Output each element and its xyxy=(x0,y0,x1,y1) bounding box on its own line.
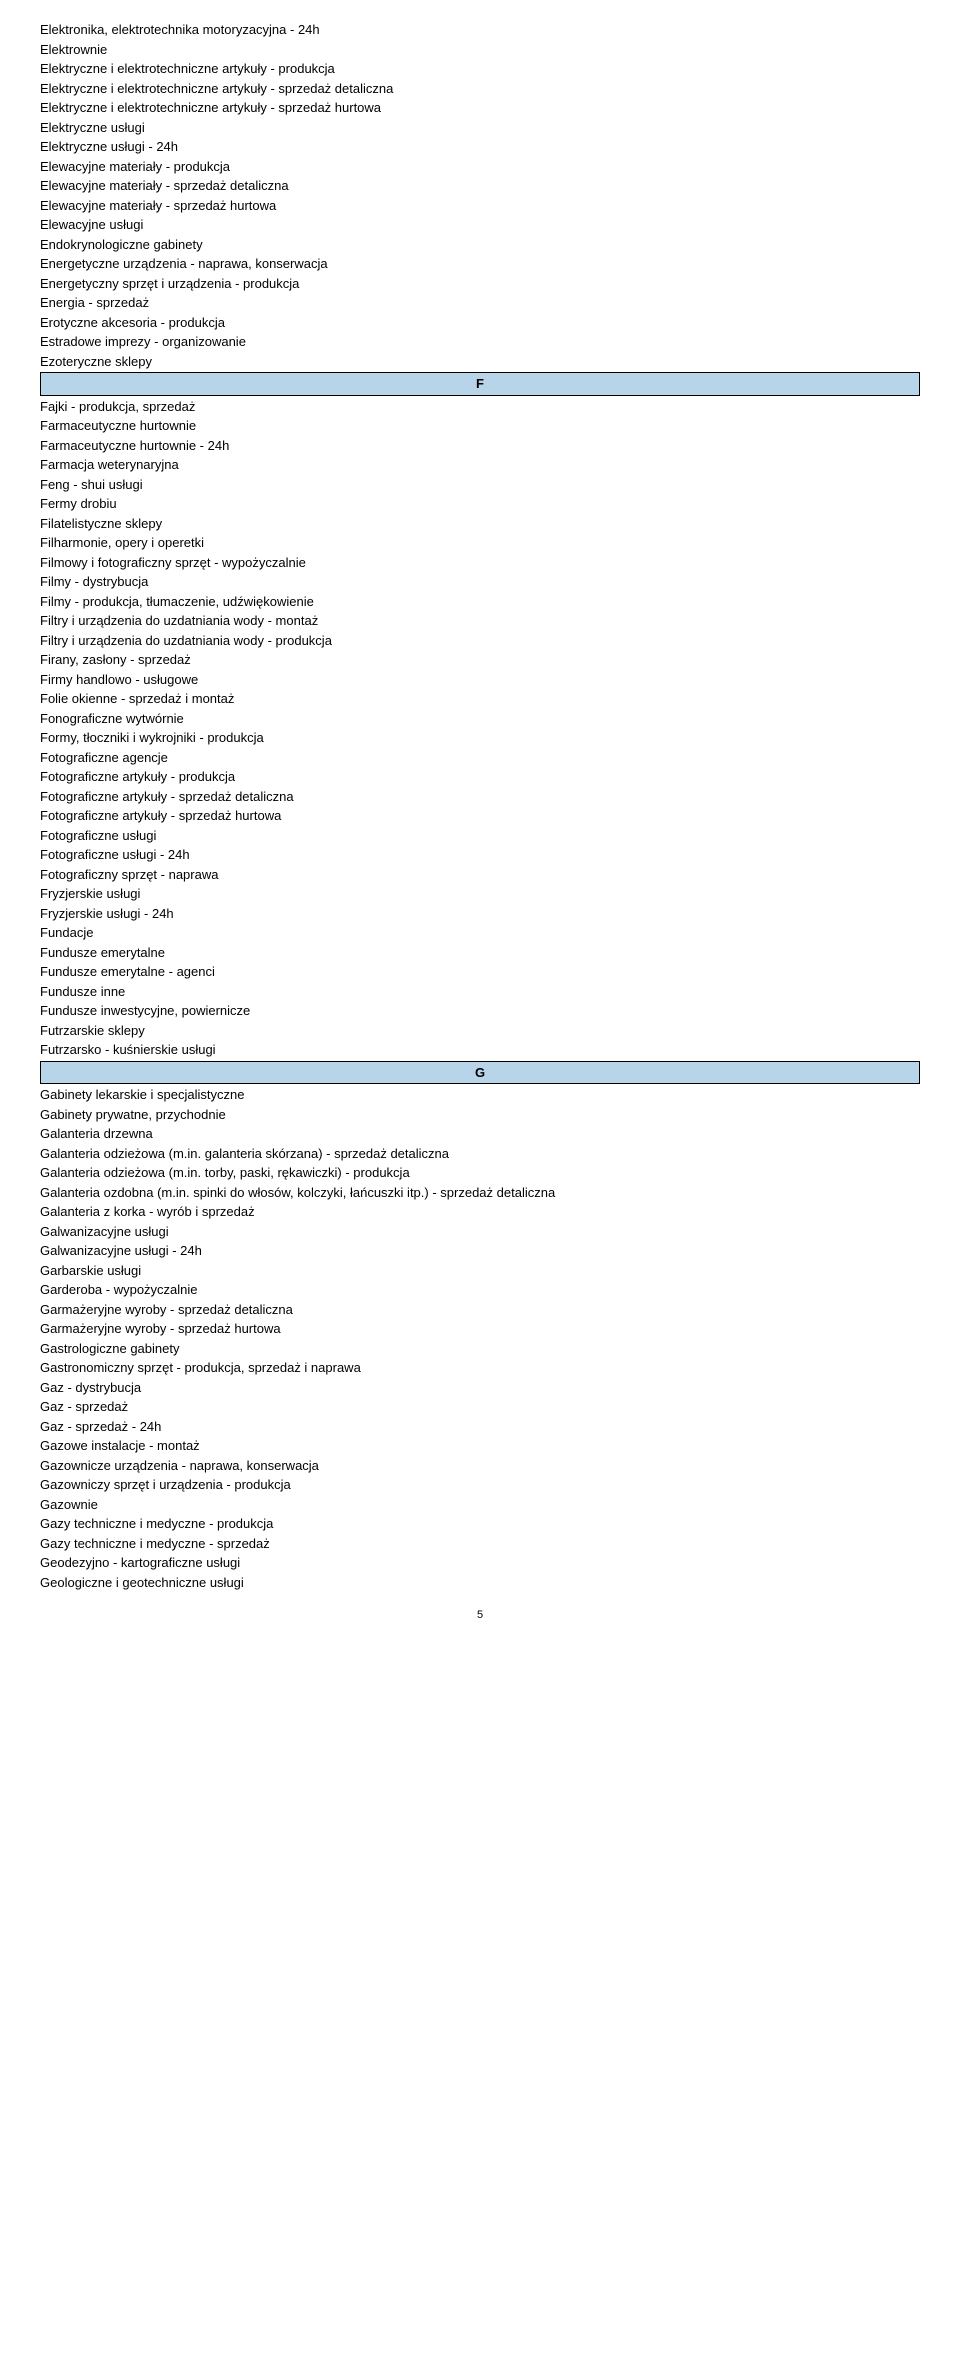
list-item: Filharmonie, opery i operetki xyxy=(40,533,920,553)
list-item: Gabinety lekarskie i specjalistyczne xyxy=(40,1085,920,1105)
list-item: Elektryczne i elektrotechniczne artykuły… xyxy=(40,98,920,118)
list-item: Fonograficzne wytwórnie xyxy=(40,709,920,729)
list-item: Firany, zasłony - sprzedaż xyxy=(40,650,920,670)
list-item: Geodezyjno - kartograficzne usługi xyxy=(40,1553,920,1573)
list-item: Fundusze inwestycyjne, powiernicze xyxy=(40,1001,920,1021)
list-item: Farmaceutyczne hurtownie - 24h xyxy=(40,436,920,456)
list-item: Elewacyjne materiały - sprzedaż detalicz… xyxy=(40,176,920,196)
list-item: Fotograficzny sprzęt - naprawa xyxy=(40,865,920,885)
list-item: Energetyczne urządzenia - naprawa, konse… xyxy=(40,254,920,274)
list-item: Estradowe imprezy - organizowanie xyxy=(40,332,920,352)
list-item: Gaz - dystrybucja xyxy=(40,1378,920,1398)
list-item: Gazowe instalacje - montaż xyxy=(40,1436,920,1456)
section-g-items: Gabinety lekarskie i specjalistyczneGabi… xyxy=(40,1085,920,1592)
list-item: Feng - shui usługi xyxy=(40,475,920,495)
list-item: Galanteria odzieżowa (m.in. galanteria s… xyxy=(40,1144,920,1164)
section-f-items: Fajki - produkcja, sprzedażFarmaceutyczn… xyxy=(40,397,920,1060)
list-item: Endokrynologiczne gabinety xyxy=(40,235,920,255)
list-item: Gazy techniczne i medyczne - sprzedaż xyxy=(40,1534,920,1554)
list-item: Elektrownie xyxy=(40,40,920,60)
list-item: Energetyczny sprzęt i urządzenia - produ… xyxy=(40,274,920,294)
list-item: Folie okienne - sprzedaż i montaż xyxy=(40,689,920,709)
list-item: Erotyczne akcesoria - produkcja xyxy=(40,313,920,333)
list-item: Gazowniczy sprzęt i urządzenia - produkc… xyxy=(40,1475,920,1495)
list-item: Farmacja weterynaryjna xyxy=(40,455,920,475)
list-item: Futrzarskie sklepy xyxy=(40,1021,920,1041)
list-item: Elektryczne usługi xyxy=(40,118,920,138)
list-item: Fotograficzne agencje xyxy=(40,748,920,768)
list-item: Elektryczne usługi - 24h xyxy=(40,137,920,157)
list-item: Gazownie xyxy=(40,1495,920,1515)
list-item: Gabinety prywatne, przychodnie xyxy=(40,1105,920,1125)
list-item: Galanteria drzewna xyxy=(40,1124,920,1144)
list-item: Futrzarsko - kuśnierskie usługi xyxy=(40,1040,920,1060)
list-item: Garmażeryjne wyroby - sprzedaż detaliczn… xyxy=(40,1300,920,1320)
list-item: Filmy - produkcja, tłumaczenie, udźwięko… xyxy=(40,592,920,612)
list-item: Filtry i urządzenia do uzdatniania wody … xyxy=(40,631,920,651)
list-item: Galanteria odzieżowa (m.in. torby, paski… xyxy=(40,1163,920,1183)
list-item: Firmy handlowo - usługowe xyxy=(40,670,920,690)
list-item: Fryzjerskie usługi - 24h xyxy=(40,904,920,924)
list-item: Gaz - sprzedaż - 24h xyxy=(40,1417,920,1437)
section-header-f: F xyxy=(40,372,920,396)
list-item: Formy, tłoczniki i wykrojniki - produkcj… xyxy=(40,728,920,748)
list-item: Elewacyjne materiały - produkcja xyxy=(40,157,920,177)
list-item: Fotograficzne artykuły - produkcja xyxy=(40,767,920,787)
list-item: Geologiczne i geotechniczne usługi xyxy=(40,1573,920,1593)
list-item: Fotograficzne usługi xyxy=(40,826,920,846)
list-item: Gazy techniczne i medyczne - produkcja xyxy=(40,1514,920,1534)
section-header-g: G xyxy=(40,1061,920,1085)
list-item: Elektryczne i elektrotechniczne artykuły… xyxy=(40,59,920,79)
section-e-items: Elektronika, elektrotechnika motoryzacyj… xyxy=(40,20,920,371)
list-item: Fotograficzne usługi - 24h xyxy=(40,845,920,865)
list-item: Elektronika, elektrotechnika motoryzacyj… xyxy=(40,20,920,40)
list-item: Fundusze inne xyxy=(40,982,920,1002)
page-number: 5 xyxy=(40,1607,920,1624)
list-item: Elewacyjne materiały - sprzedaż hurtowa xyxy=(40,196,920,216)
list-item: Farmaceutyczne hurtownie xyxy=(40,416,920,436)
list-item: Gastrologiczne gabinety xyxy=(40,1339,920,1359)
list-item: Filmy - dystrybucja xyxy=(40,572,920,592)
list-item: Elewacyjne usługi xyxy=(40,215,920,235)
list-item: Fermy drobiu xyxy=(40,494,920,514)
list-item: Fotograficzne artykuły - sprzedaż detali… xyxy=(40,787,920,807)
list-item: Gazownicze urządzenia - naprawa, konserw… xyxy=(40,1456,920,1476)
document-list: Elektronika, elektrotechnika motoryzacyj… xyxy=(40,20,920,1592)
list-item: Energia - sprzedaż xyxy=(40,293,920,313)
list-item: Galanteria ozdobna (m.in. spinki do włos… xyxy=(40,1183,920,1203)
list-item: Filatelistyczne sklepy xyxy=(40,514,920,534)
list-item: Ezoteryczne sklepy xyxy=(40,352,920,372)
list-item: Fotograficzne artykuły - sprzedaż hurtow… xyxy=(40,806,920,826)
list-item: Fajki - produkcja, sprzedaż xyxy=(40,397,920,417)
list-item: Filmowy i fotograficzny sprzęt - wypożyc… xyxy=(40,553,920,573)
list-item: Galanteria z korka - wyrób i sprzedaż xyxy=(40,1202,920,1222)
list-item: Fundacje xyxy=(40,923,920,943)
list-item: Garmażeryjne wyroby - sprzedaż hurtowa xyxy=(40,1319,920,1339)
list-item: Garderoba - wypożyczalnie xyxy=(40,1280,920,1300)
list-item: Elektryczne i elektrotechniczne artykuły… xyxy=(40,79,920,99)
list-item: Galwanizacyjne usługi - 24h xyxy=(40,1241,920,1261)
list-item: Galwanizacyjne usługi xyxy=(40,1222,920,1242)
list-item: Fundusze emerytalne - agenci xyxy=(40,962,920,982)
list-item: Gastronomiczny sprzęt - produkcja, sprze… xyxy=(40,1358,920,1378)
list-item: Fundusze emerytalne xyxy=(40,943,920,963)
list-item: Fryzjerskie usługi xyxy=(40,884,920,904)
list-item: Filtry i urządzenia do uzdatniania wody … xyxy=(40,611,920,631)
list-item: Gaz - sprzedaż xyxy=(40,1397,920,1417)
list-item: Garbarskie usługi xyxy=(40,1261,920,1281)
